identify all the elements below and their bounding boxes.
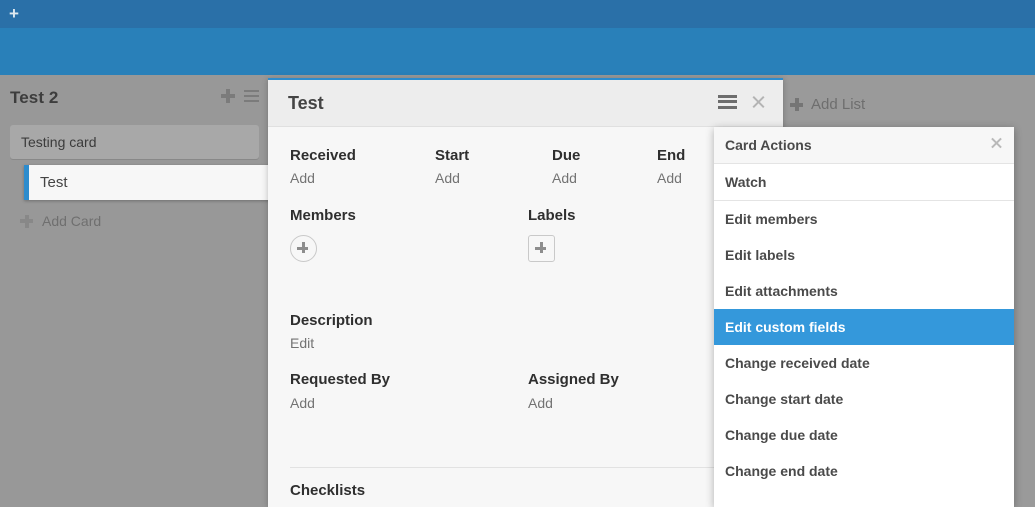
plus-icon [790, 98, 803, 111]
date-end: End Add [657, 147, 685, 186]
date-start-label: Start [435, 147, 470, 164]
members-label: Members [290, 207, 356, 224]
description-section: Description Edit [290, 312, 373, 351]
menu-item-change-due-date[interactable]: Change due date [725, 427, 838, 443]
menu-item-change-end-date[interactable]: Change end date [725, 463, 838, 479]
list-header: Test 2 [0, 75, 269, 119]
date-due-label: Due [552, 147, 581, 164]
date-start: Start Add [435, 147, 469, 186]
date-end-label: End [657, 147, 686, 164]
plus-icon [20, 214, 33, 228]
add-checklist-button[interactable]: Add Checklist... [290, 505, 404, 507]
date-start-value[interactable]: Add [435, 170, 460, 186]
card-detail-actions [718, 94, 766, 109]
card-detail-panel: Test Received Add Start Add Due Add [268, 78, 783, 507]
menu-item-edit-members[interactable]: Edit members [725, 211, 818, 227]
assigned-by-value[interactable]: Add [528, 395, 553, 411]
popup-group-watch: Watch [714, 164, 1014, 201]
add-member-button[interactable] [290, 235, 317, 262]
card-actions-popup: Card Actions Watch Edit members Edit lab… [714, 127, 1014, 507]
add-list-label: Add List [811, 96, 866, 113]
close-icon[interactable] [990, 136, 1003, 149]
assigned-by-section: Assigned By Add [528, 371, 619, 411]
assigned-by-label: Assigned By [528, 371, 619, 388]
list-item[interactable]: Testing card [10, 125, 259, 159]
labels-label: Labels [528, 207, 576, 224]
divider [290, 467, 750, 468]
popup-header: Card Actions [714, 127, 1014, 164]
add-card-button[interactable]: Add Card [20, 213, 101, 229]
add-card-label: Add Card [42, 213, 102, 229]
popup-title: Card Actions [725, 137, 812, 153]
top-bar: + [0, 0, 1035, 28]
date-end-value[interactable]: Add [657, 170, 682, 186]
requested-by-value[interactable]: Add [290, 395, 315, 411]
requested-by-section: Requested By Add [290, 371, 390, 411]
add-list-button[interactable]: Add List [790, 96, 865, 113]
checklists-label: Checklists [290, 482, 366, 499]
add-checklist-label: Add Checklist... [307, 505, 404, 507]
list-header-actions [221, 89, 259, 103]
checklists-section: Checklists Add Checklist... [290, 482, 404, 507]
close-icon[interactable] [751, 94, 766, 109]
date-received-label: Received [290, 147, 356, 164]
date-due-value[interactable]: Add [552, 170, 577, 186]
menu-item-change-start-date[interactable]: Change start date [725, 391, 844, 407]
board-header-bar [0, 28, 1035, 75]
date-received: Received Add [290, 147, 356, 186]
add-label-button[interactable] [528, 235, 555, 262]
menu-item-change-received-date[interactable]: Change received date [725, 355, 870, 371]
hamburger-icon[interactable] [718, 94, 737, 109]
card-detail-header: Test [268, 80, 783, 127]
card-detail-title: Test [288, 93, 324, 113]
list-title: Test 2 [10, 88, 59, 107]
description-edit-link[interactable]: Edit [290, 335, 315, 351]
menu-item-edit-custom-fields[interactable]: Edit custom fields [714, 309, 1014, 345]
menu-item-watch[interactable]: Watch [725, 174, 767, 190]
menu-item-edit-attachments[interactable]: Edit attachments [725, 283, 838, 299]
date-due: Due Add [552, 147, 580, 186]
members-section: Members [290, 207, 356, 262]
menu-item-edit-labels[interactable]: Edit labels [725, 247, 796, 263]
labels-section: Labels [528, 207, 576, 262]
description-label: Description [290, 312, 373, 329]
plus-icon[interactable] [221, 89, 235, 103]
date-received-value[interactable]: Add [290, 170, 315, 186]
hamburger-icon[interactable] [244, 90, 259, 102]
plus-icon[interactable]: + [9, 4, 19, 23]
list-test-2: Test 2 Testing card Test Add Card [0, 75, 384, 507]
popup-group-actions: Edit members Edit labels Edit attachment… [714, 201, 1014, 489]
requested-by-label: Requested By [290, 371, 391, 388]
